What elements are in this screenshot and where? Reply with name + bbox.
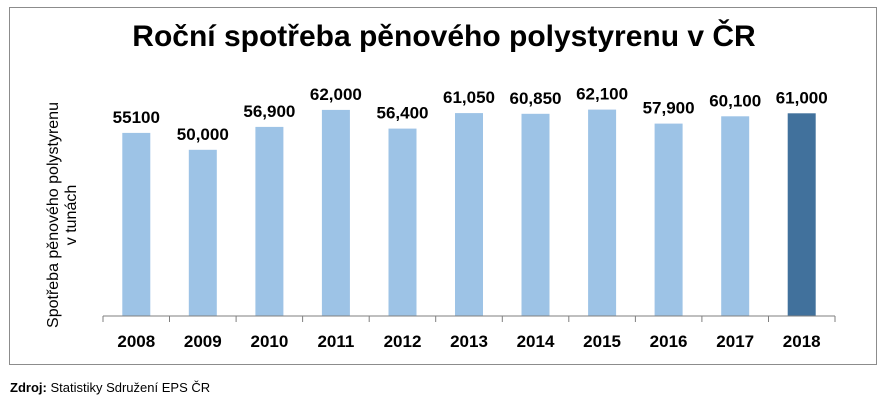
bars-group	[122, 109, 816, 317]
x-tick-label-2009: 2009	[184, 332, 222, 351]
bar-2018	[787, 113, 816, 316]
bar-2008	[122, 132, 151, 316]
source-label: Zdroj:	[10, 380, 47, 395]
chart-title: Roční spotřeba pěnového polystyrenu v ČR	[132, 20, 756, 53]
data-labels-group: 55100 50,000 56,900 62,000 56,400 61,050 60,85…	[113, 85, 828, 144]
data-label-2010: 56,900	[243, 102, 295, 121]
x-tick-label-2013: 2013	[450, 332, 488, 351]
x-tick-label-2018: 2018	[783, 332, 821, 351]
data-label-2008: 55100	[113, 108, 160, 127]
data-label-2016: 57,900	[643, 99, 695, 118]
x-tick-label-2011: 2011	[317, 332, 354, 351]
data-label-2012: 56,400	[377, 104, 429, 123]
data-label-2015: 62,100	[576, 85, 628, 104]
bar-2015	[588, 109, 617, 316]
data-label-2014: 60,850	[510, 89, 562, 108]
bar-2017	[721, 116, 750, 316]
data-label-2013: 61,050	[443, 88, 495, 107]
bar-2013	[455, 113, 483, 316]
data-label-2018: 61,000	[776, 88, 828, 107]
data-label-2017: 60,100	[709, 91, 761, 110]
x-tick-label-2016: 2016	[650, 332, 688, 351]
data-label-2011: 62,000	[310, 85, 362, 104]
bar-2014	[521, 113, 550, 316]
x-axis: 2008 2009 2010 2011 2012 2013 2014 2015 2016 2017…	[102, 315, 836, 351]
bar-2012	[388, 128, 417, 316]
source-note: Zdroj: Statistiky Sdružení EPS ČR	[10, 380, 210, 395]
y-axis-label-group: Spotřeba pěnového polystyrenuv tunách	[45, 102, 80, 328]
x-tick-label-2017: 2017	[716, 332, 754, 351]
y-axis-label: Spotřeba pěnového polystyrenuv tunách	[45, 102, 80, 328]
data-label-2009: 50,000	[177, 125, 229, 144]
x-tick-label-2010: 2010	[250, 332, 288, 351]
x-tick-label-2015: 2015	[583, 332, 621, 351]
x-tick-label-2008: 2008	[117, 332, 155, 351]
bar-2011	[321, 109, 350, 317]
x-tick-label-2012: 2012	[384, 332, 422, 351]
bar-2010	[255, 126, 284, 317]
bar-2016	[654, 123, 683, 316]
bar-2009	[188, 149, 217, 316]
x-tick-label-2014: 2014	[517, 332, 555, 351]
source-text: Statistiky Sdružení EPS ČR	[50, 380, 211, 395]
